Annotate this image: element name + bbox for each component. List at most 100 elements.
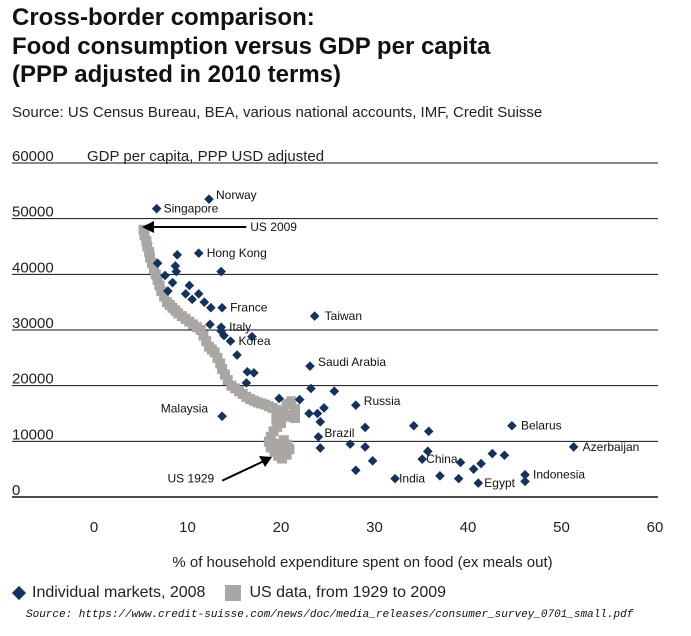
market-data-point [204, 194, 214, 204]
x-tick-label: 30 [366, 519, 383, 536]
us-data-point [138, 224, 149, 235]
chart-title-line-3: (PPP adjusted in 2010 terms) [12, 61, 342, 88]
footer-source-note: Source: https://www.credit-suisse.com/ne… [26, 609, 634, 621]
us-data-point [275, 438, 286, 449]
y-tick-label: 60000 [12, 148, 54, 165]
market-point-label: France [230, 301, 268, 315]
market-point-label: China [426, 452, 458, 466]
chart-legend: Individual markets, 2008 US data, from 1… [11, 584, 447, 602]
us-data-point [148, 263, 159, 274]
market-point-label: Malaysia [161, 401, 209, 415]
us-data-point [198, 330, 209, 341]
market-data-point [152, 258, 163, 268]
market-data-point [232, 350, 242, 360]
arrowhead-us-2009 [142, 221, 154, 234]
market-point-label: Azerbaijan [583, 440, 640, 454]
us-data-point [263, 436, 274, 447]
market-point-label: Belarus [521, 419, 562, 433]
x-tick-label: 0 [90, 519, 98, 536]
market-data-point [217, 302, 227, 313]
legend-diamond-marker [11, 585, 27, 601]
market-data-point [520, 469, 530, 480]
y-tick-label: 0 [12, 482, 20, 499]
market-data-point [351, 465, 361, 476]
market-data-point [312, 408, 323, 419]
legend-us-label: US data, from 1929 to 2009 [249, 584, 447, 601]
us-data-point [215, 358, 226, 369]
y-axis-label: GDP per capita, PPP USD adjusted [87, 148, 324, 165]
market-data-point [360, 422, 370, 433]
market-point-label: Korea [239, 334, 271, 348]
market-data-point [408, 420, 419, 431]
market-point-label: Russia [364, 394, 401, 408]
market-data-point [247, 331, 257, 342]
market-point-label: Singapore [164, 202, 219, 216]
us-data-point [146, 258, 157, 269]
market-data-point [187, 294, 197, 305]
market-point-label: Norway [216, 188, 257, 202]
x-tick-label: 40 [460, 519, 477, 536]
market-point-label: Brazil [324, 426, 354, 440]
us-data-point [265, 431, 276, 442]
chart-title: Cross-border comparison: Food consumptio… [12, 4, 672, 90]
market-data-point [345, 439, 355, 449]
chart-title-line-1: Cross-border comparison: [12, 4, 315, 31]
us-data-point [278, 445, 289, 456]
market-data-point [217, 411, 227, 422]
us-data-point [268, 426, 279, 437]
market-point-label: Egypt [484, 476, 515, 490]
market-data-point [216, 266, 226, 277]
legend-square-marker [225, 585, 242, 601]
market-data-point [351, 400, 361, 410]
us-data-point [290, 412, 301, 423]
market-data-point [160, 270, 170, 281]
market-data-point [163, 286, 173, 296]
y-tick-label: 40000 [12, 259, 54, 276]
market-data-point [249, 368, 259, 378]
x-tick-label: 60 [647, 519, 664, 536]
x-axis-label: % of household expenditure spent on food… [172, 554, 552, 571]
market-data-point [206, 302, 216, 313]
us-data-point [142, 241, 153, 252]
us-data-point [276, 412, 286, 423]
us-data-point [281, 399, 292, 410]
market-data-point [473, 478, 484, 488]
market-data-point [455, 457, 466, 468]
us-data-point [141, 235, 152, 246]
market-data-point [453, 473, 464, 484]
market-data-point [499, 450, 510, 461]
market-data-point [151, 203, 162, 214]
us-data-point [209, 347, 220, 358]
market-data-point [306, 383, 316, 394]
us-data-point [212, 352, 223, 363]
x-tick-label: 20 [273, 519, 290, 536]
us-data-point [150, 269, 161, 280]
market-data-point [423, 426, 434, 437]
us-data-point [159, 291, 170, 302]
market-data-point [422, 446, 433, 457]
market-data-point [507, 420, 517, 431]
market-data-point [468, 464, 479, 474]
market-data-point [193, 248, 204, 258]
market-data-point [417, 454, 427, 464]
us-data-point [145, 252, 156, 263]
market-data-point [193, 289, 204, 299]
market-point-label: Saudi Arabia [318, 355, 386, 369]
market-point-label: Indonesia [533, 468, 585, 482]
y-tick-label: 20000 [12, 371, 54, 388]
market-data-point [225, 336, 236, 346]
us-data-point [156, 286, 167, 297]
market-data-point [568, 442, 579, 452]
market-point-label: Italy [229, 320, 251, 334]
market-data-point [199, 297, 210, 307]
market-point-label: India [399, 472, 425, 486]
market-data-point [241, 378, 252, 388]
legend-markets-label: Individual markets, 2008 [32, 584, 206, 601]
market-data-point [315, 443, 326, 453]
market-data-point [171, 266, 182, 277]
us-data-point [201, 336, 212, 347]
market-data-point [367, 456, 378, 466]
market-data-point [219, 330, 229, 341]
market-data-point [309, 311, 320, 321]
market-data-point [313, 432, 324, 442]
